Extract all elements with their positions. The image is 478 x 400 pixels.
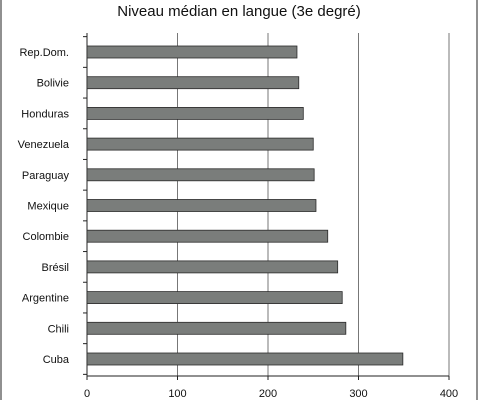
category-label: Paraguay [22, 170, 70, 182]
bar-argentine [86, 291, 343, 305]
category-label: Argentine [22, 293, 69, 305]
category-label: Chili [48, 323, 69, 335]
x-tick-label: 0 [84, 388, 90, 400]
chart-title: Niveau médian en langue (3e degré) [117, 3, 361, 20]
category-label: Rep.Dom. [19, 47, 69, 59]
bar-br-sil [86, 260, 339, 274]
bar-paraguay [86, 168, 315, 182]
category-label: Colombie [23, 231, 69, 243]
bar-rep-dom- [86, 45, 298, 59]
x-tick-label: 200 [259, 388, 277, 400]
category-label: Venezuela [18, 139, 70, 151]
bar-mexique [86, 199, 317, 212]
category-label: Mexique [27, 201, 69, 213]
bar-colombie [86, 229, 329, 243]
category-label: Bolivie [37, 78, 69, 90]
bar-chili [86, 321, 347, 335]
x-tick-label: 400 [440, 388, 458, 400]
x-tick-label: 300 [349, 388, 367, 400]
bar-cuba [86, 352, 404, 366]
category-label: Honduras [21, 108, 69, 120]
x-tick-label: 100 [168, 388, 186, 400]
bar-bolivie [86, 76, 300, 90]
bar-honduras [86, 107, 304, 120]
category-label: Brésil [41, 262, 69, 274]
category-label: Cuba [43, 354, 70, 366]
bar-venezuela [86, 137, 314, 151]
